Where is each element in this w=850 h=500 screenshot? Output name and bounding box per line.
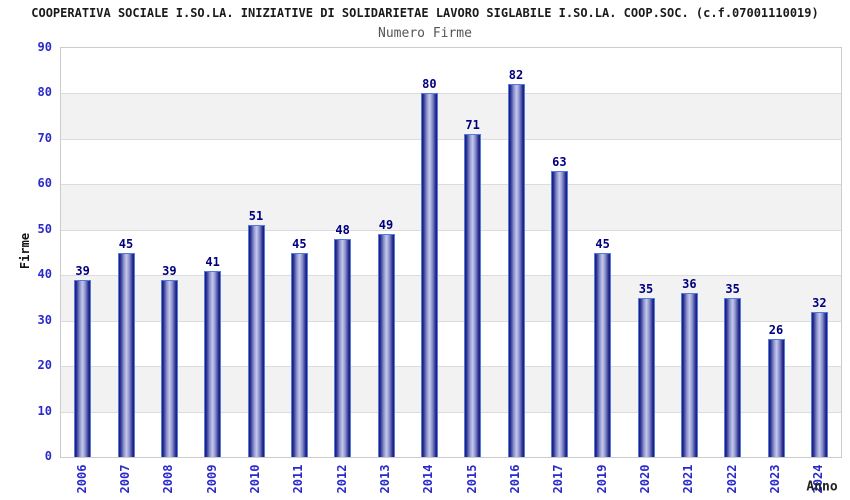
y-tick-label: 50 [37,221,52,236]
bar-2022: 35 [724,282,742,457]
y-tick-label: 90 [37,40,52,54]
bar-2008: 39 [160,264,178,457]
x-tick-label: 2017 [551,464,566,494]
bar-value-label: 26 [768,322,784,337]
plot-band [61,366,841,412]
x-tick-label: 2023 [768,464,782,494]
bar-2007: 45 [117,237,135,457]
y-tick-label: 30 [37,312,52,327]
x-tick-label: 2008 [161,464,176,494]
bar-2012: 48 [334,223,352,457]
x-axis-title: Anno [806,479,838,495]
y-tick-label: 10 [37,403,52,418]
bar-2014: 80 [420,77,438,457]
x-tick-label: 2022 [724,464,739,494]
chart-title: COOPERATIVA SOCIALE I.SO.LA. INIZIATIVE … [31,6,819,20]
y-tick-label: 70 [37,130,52,145]
plot-band [61,411,841,457]
y-tick-label: 40 [37,267,52,282]
y-tick-label: 60 [37,176,52,191]
bar-2023: 26 [767,323,785,457]
plot-band [61,229,841,276]
bar-value-label: 80 [422,77,437,92]
y-tick-label: 0 [44,449,52,463]
gridline [61,320,841,322]
bar-value-label: 51 [248,209,264,224]
plot-band [61,48,841,94]
bar-value-label: 39 [75,263,90,278]
gridline [61,93,841,95]
bar-value-label: 35 [638,281,654,296]
x-tick-label: 2013 [378,464,392,494]
bar-2024: 32 [810,296,828,457]
plot-band [61,275,841,321]
y-tick-label: 80 [37,85,52,100]
gridline [61,184,841,186]
chart-subtitle: Numero Firme [378,26,472,41]
bar-value-label: 71 [465,118,480,133]
bar-2016: 82 [507,68,525,457]
bar-2021: 36 [680,277,698,457]
plot-band [61,184,841,230]
gridline [61,366,841,368]
bar-2010: 51 [247,209,265,457]
bar-value-label: 36 [682,277,697,292]
x-tick-label: 2020 [638,464,652,494]
bar-2006: 39 [74,264,92,457]
bar-value-label: 35 [725,281,740,296]
x-tick-label: 2012 [334,464,349,494]
x-tick-label: 2006 [74,464,89,494]
plot-band [61,93,841,139]
x-tick-label: 2009 [204,464,219,494]
gridline [61,275,841,277]
gridline [61,411,841,413]
bar-value-label: 45 [292,236,307,251]
bar-2011: 45 [290,237,308,457]
x-tick-label: 2015 [464,464,479,494]
bar-value-label: 45 [118,236,134,251]
y-axis-title: Firme [18,232,32,270]
bar-2013: 49 [377,218,395,457]
bar-2017: 63 [550,155,568,457]
bar-2015: 71 [464,118,482,457]
bar-2019: 45 [594,237,612,457]
bar-value-label: 41 [205,254,220,269]
x-tick-label: 2007 [118,464,132,494]
gridline [61,229,841,231]
plot-band [61,138,841,185]
x-tick-label: 2021 [681,464,696,494]
bar-value-label: 39 [162,263,177,278]
bar-value-label: 32 [812,295,827,310]
bar-value-label: 63 [552,154,567,169]
plot-band [61,320,841,367]
bar-2020: 35 [637,282,655,457]
bar-value-label: 45 [595,236,610,251]
bar-value-label: 48 [335,222,350,237]
plot-area: 39 45 39 41 51 45 48 49 80 71 82 63 45 35 36 35 26 32 [60,47,842,458]
bar-value-label: 82 [508,68,524,83]
x-tick-label: 2011 [291,464,306,494]
x-tick-label: 2019 [594,464,609,494]
x-tick-label: 2010 [248,464,262,494]
gridline [61,138,841,140]
y-tick-label: 20 [37,358,52,373]
bar-value-label: 49 [378,218,394,233]
x-tick-label: 2016 [508,464,522,494]
bar-2009: 41 [204,255,222,457]
x-tick-label: 2014 [421,464,436,494]
